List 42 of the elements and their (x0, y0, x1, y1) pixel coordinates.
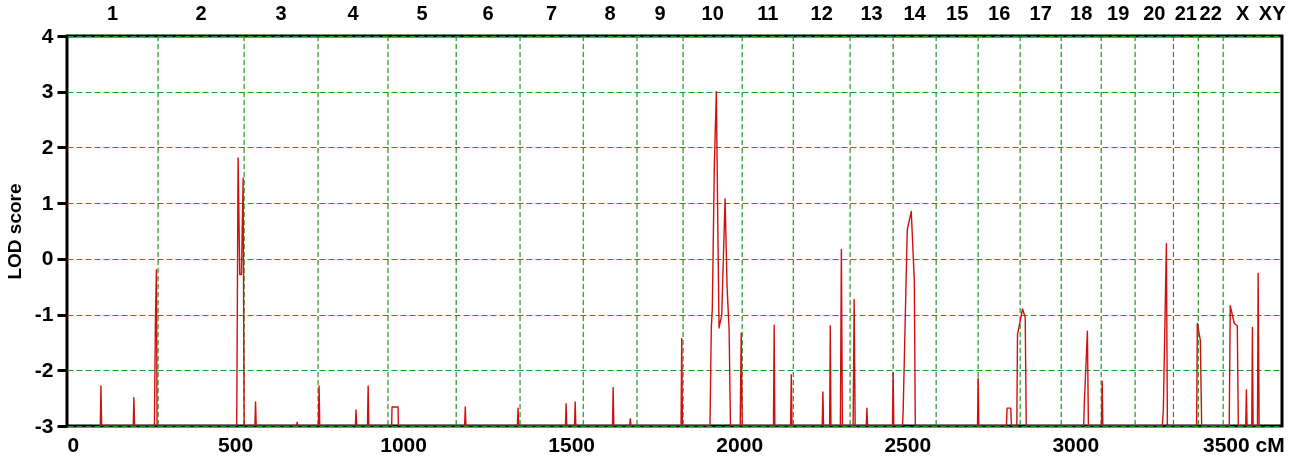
text: 8 (604, 2, 616, 24)
x-tick-label: 2000 (716, 432, 764, 456)
text: 22 (1199, 2, 1222, 24)
text: 1 (106, 2, 119, 24)
y-tick-label: 0 (41, 246, 54, 270)
x-tick-label: 3000 (1052, 432, 1100, 456)
text: 20 (1143, 2, 1166, 24)
line-series (99, 91, 1260, 426)
text: 5 (416, 2, 428, 24)
x-tick-label: 3500 cM (1202, 432, 1285, 456)
y-tick-label: 1 (41, 190, 54, 214)
y-tick-label: -3 (34, 413, 54, 437)
x-tick-label: 1000 (380, 432, 427, 456)
text: 13 (860, 2, 883, 24)
x-tick-label: 2500 (884, 432, 932, 456)
text: 12 (810, 2, 833, 24)
text: 18 (1070, 2, 1093, 24)
y-tick-label: -2 (34, 357, 54, 381)
text: XY (1258, 2, 1287, 24)
y-axis-title: LOD score (3, 183, 25, 280)
text: 6 (482, 2, 494, 24)
text: 3 (275, 2, 287, 24)
text: 2 (195, 2, 207, 24)
text: 16 (988, 2, 1011, 24)
y-tick-label: -1 (34, 302, 54, 326)
text: 4 (347, 2, 360, 24)
y-tick-label: 3 (41, 79, 54, 103)
text: 19 (1107, 2, 1130, 24)
text: 11 (757, 2, 779, 24)
x-tick-label: 0 (67, 432, 80, 456)
text: 7 (546, 2, 558, 24)
x-tick-label: 1500 (548, 432, 596, 456)
text: 10 (701, 2, 724, 24)
text: 17 (1029, 2, 1052, 24)
text: 14 (903, 2, 927, 24)
text: 15 (946, 2, 969, 24)
y-tick-label: 4 (41, 23, 54, 47)
y-tick-label: 2 (41, 134, 54, 158)
text: 21 (1174, 2, 1197, 24)
x-tick-label: 500 (218, 432, 254, 456)
text: X (1236, 2, 1251, 24)
text: 9 (654, 2, 666, 24)
